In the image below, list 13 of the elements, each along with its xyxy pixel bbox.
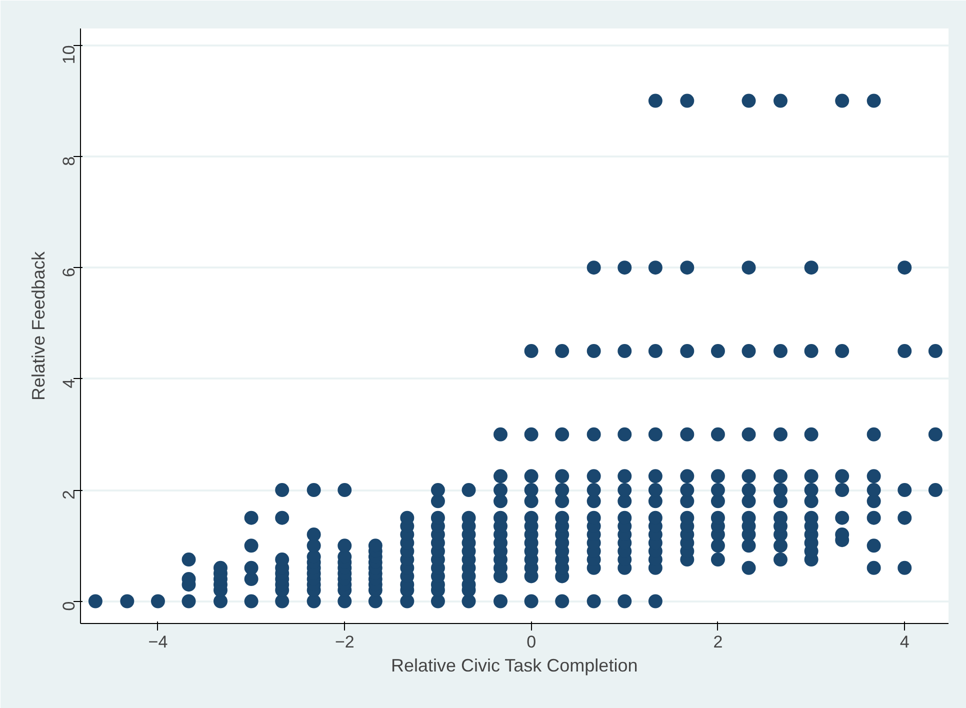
x-tick-label: 0 (526, 632, 536, 652)
y-tick-label: 2 (60, 490, 78, 500)
y-tick-label: 6 (60, 268, 78, 278)
y-axis-title: Relative Feedback (28, 250, 48, 401)
x-tick-label: 4 (900, 632, 910, 652)
y-tick-label: 0 (60, 601, 78, 611)
x-tick-label: −2 (334, 632, 354, 652)
x-tick-label: −4 (148, 632, 168, 652)
x-axis-title: Relative Civic Task Completion (390, 656, 638, 676)
y-tick-label: 8 (60, 156, 78, 166)
y-tick-label: 10 (60, 45, 78, 64)
y-tick-label: 4 (60, 378, 78, 388)
x-tick-label: 2 (713, 632, 723, 652)
